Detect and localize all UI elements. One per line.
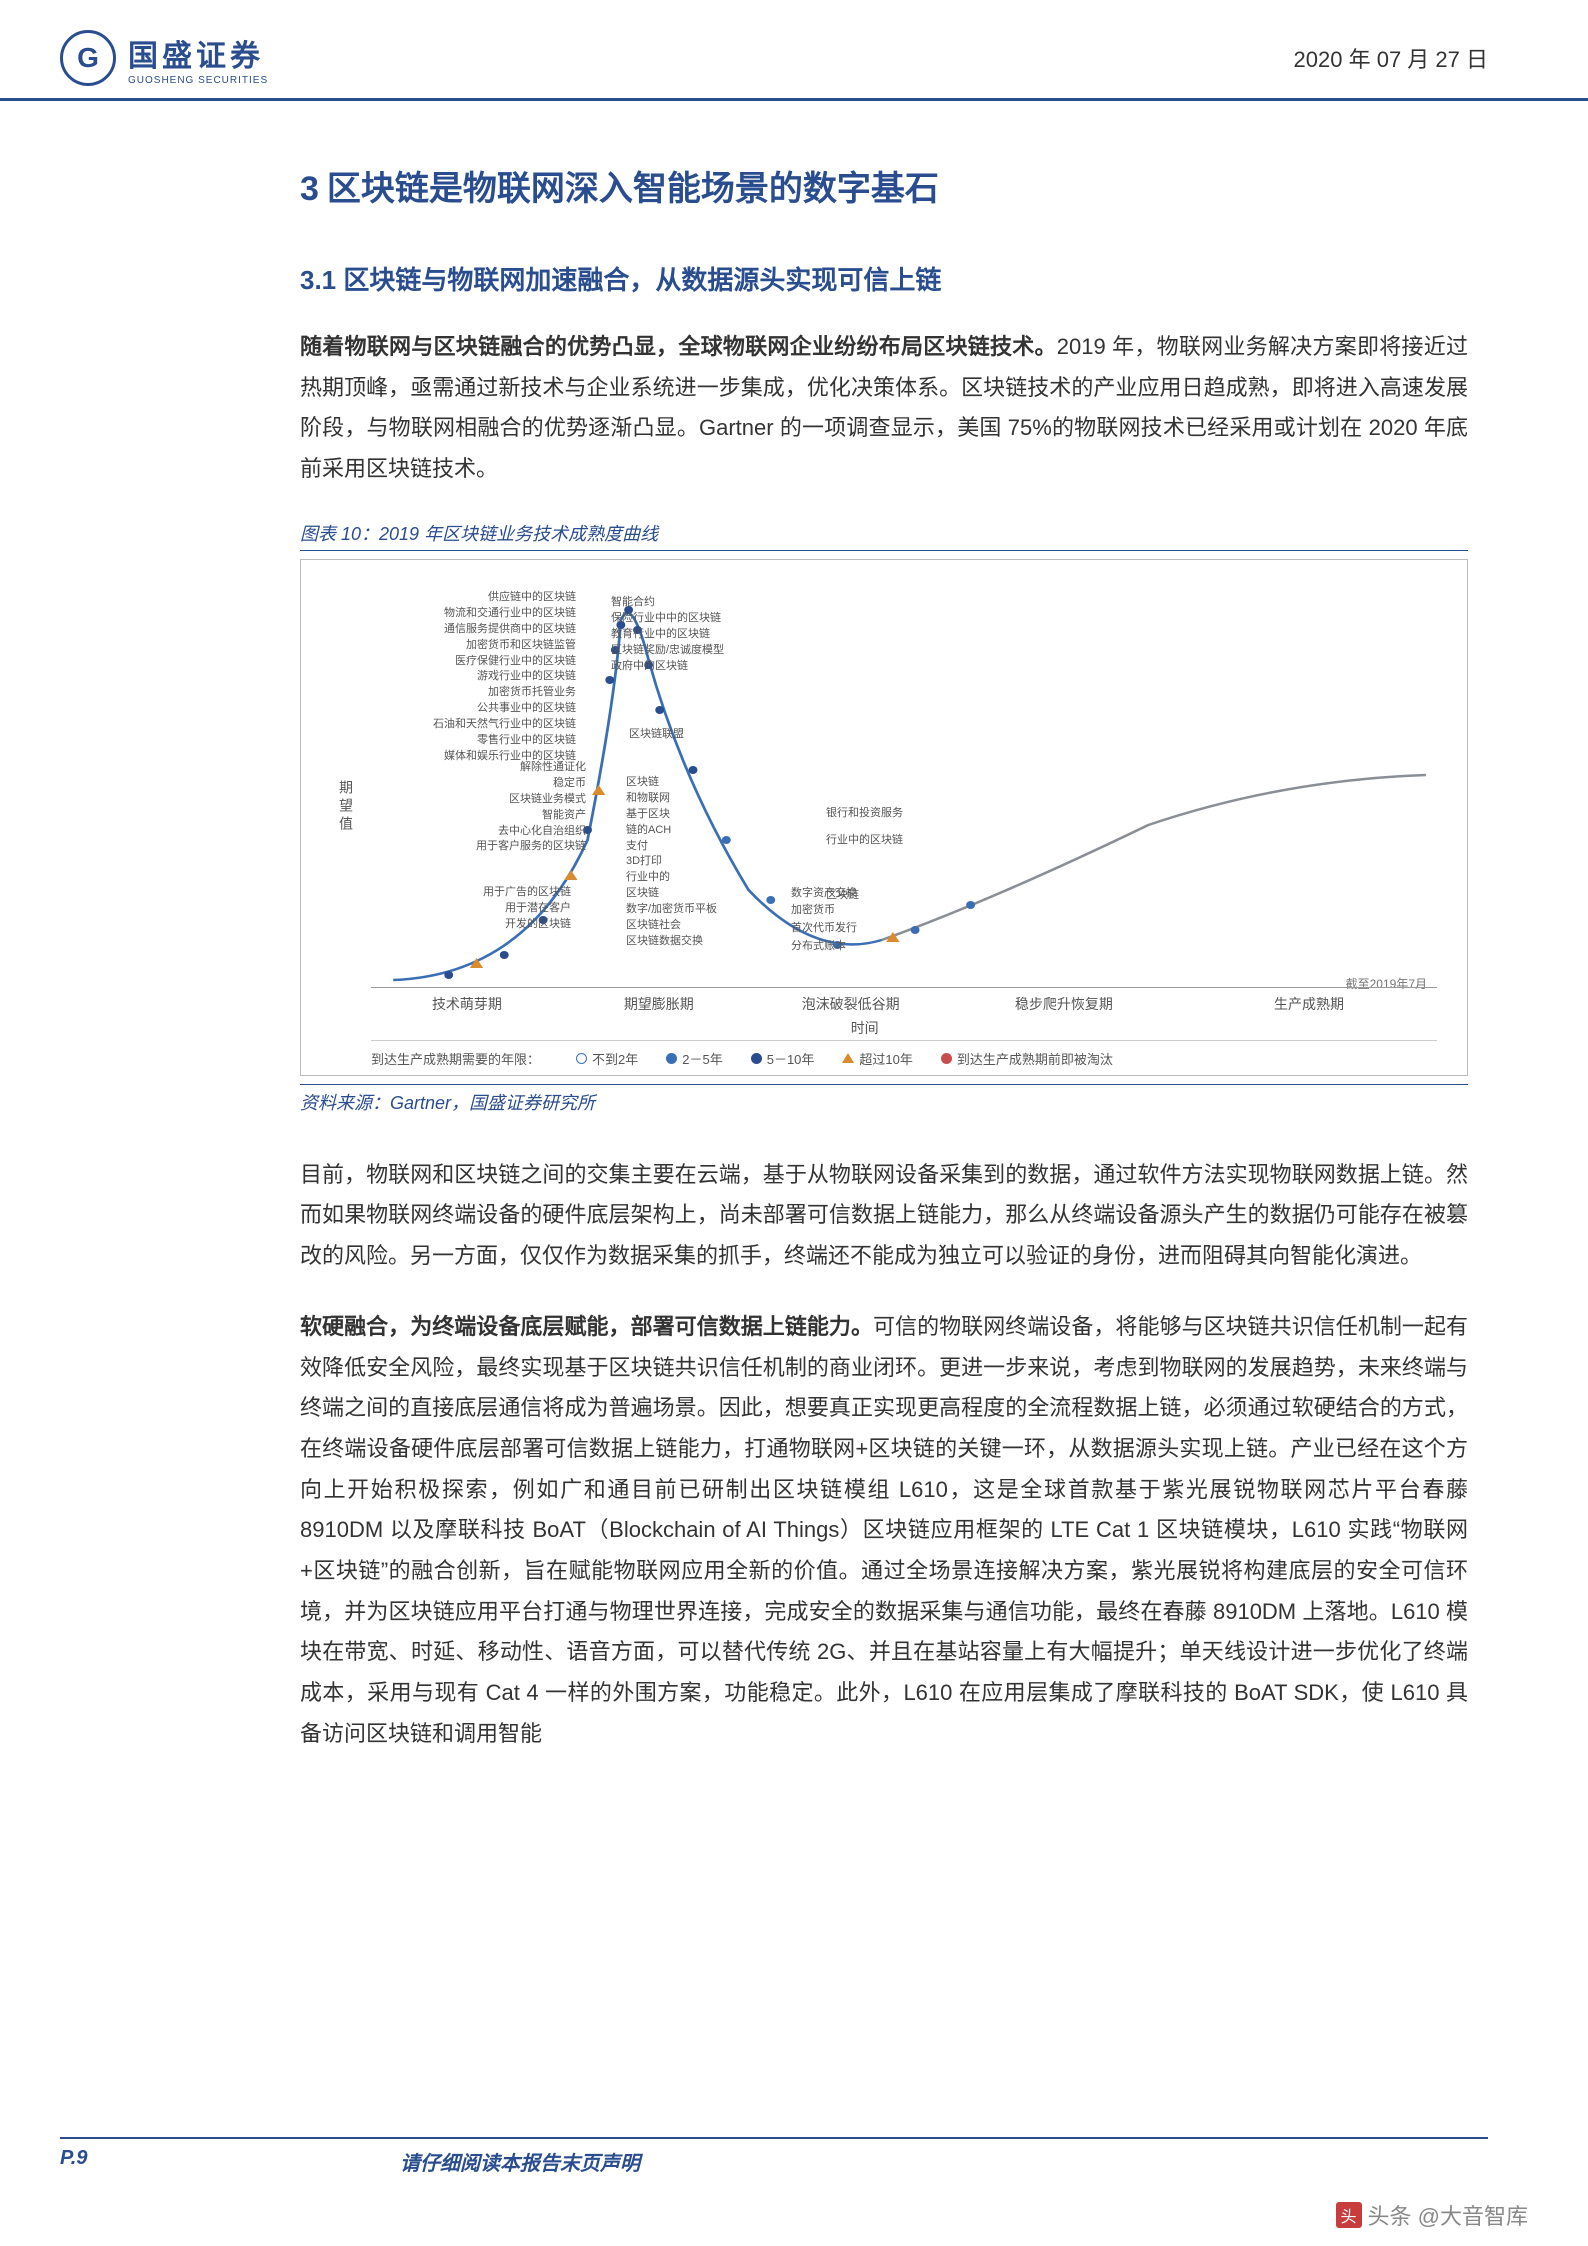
marker-red-circle-icon — [941, 1053, 952, 1064]
figure-source: 资料来源：Gartner，国盛证券研究所 — [300, 1084, 1468, 1115]
section-title-text: 区块链是物联网深入智能场景的数字基石 — [327, 170, 939, 208]
marker-triangle-icon — [842, 1053, 854, 1063]
company-name-cn: 国盛证券 — [128, 31, 268, 75]
watermark-text: 头条 @大音智库 — [1368, 2199, 1528, 2231]
report-date: 2020 年 07 月 27 日 — [1294, 42, 1488, 74]
watermark: 头 头条 @大音智库 — [1336, 2199, 1528, 2231]
company-name-en: GUOSHENG SECURITIES — [128, 75, 268, 86]
chart-labels-right-top: 智能合约 保险行业中中的区块链 教育行业中的区块链 区块链奖励/忠诚度模型 政府… — [611, 595, 724, 675]
chart-labels-right-mid: 区块链联盟 — [629, 727, 684, 743]
legend-item-4: 超过10年 — [842, 1049, 912, 1068]
subsection-title: 3.1 区块链与物联网加速融合，从数据源头实现可信上链 — [300, 260, 1468, 297]
content-area: 3区块链是物联网深入智能场景的数字基石 3.1 区块链与物联网加速融合，从数据源… — [0, 101, 1588, 1824]
page-header: G 国盛证券 GUOSHENG SECURITIES 2020 年 07 月 2… — [0, 0, 1588, 101]
legend-item-2: 2－5年 — [666, 1049, 722, 1068]
phase-5: 生产成熟期 — [1181, 994, 1437, 1014]
legend-item-5: 到达生产成熟期前即被淘汰 — [941, 1049, 1113, 1068]
subsection-title-text: 区块链与物联网加速融合，从数据源头实现可信上链 — [343, 265, 941, 295]
para3-bold: 软硬融合，为终端设备底层赋能，部署可信数据上链能力。 — [300, 1314, 873, 1339]
phase-3: 泡沫破裂低谷期 — [755, 994, 947, 1014]
phase-1: 技术萌芽期 — [371, 994, 563, 1014]
legend-item-1: 不到2年 — [576, 1049, 638, 1068]
chart-legend: 到达生产成熟期需要的年限： 不到2年 2－5年 5－10年 超过10年 到达生产… — [371, 1040, 1437, 1068]
logo: G 国盛证券 GUOSHENG SECURITIES — [60, 30, 268, 86]
section-title: 3区块链是物联网深入智能场景的数字基石 — [300, 161, 1468, 210]
paragraph-1: 随着物联网与区块链融合的优势凸显，全球物联网企业纷纷布局区块链技术。2019 年… — [300, 327, 1468, 490]
x-axis-label: 时间 — [851, 1018, 879, 1038]
phase-4: 稳步爬升恢复期 — [947, 994, 1182, 1014]
para3-rest: 可信的物联网终端设备，将能够与区块链共识信任机制一起有效降低安全风险，最终实现基… — [300, 1314, 1468, 1746]
company-logo-icon: G — [60, 30, 116, 86]
page-footer: P.9 请仔细阅读本报告末页声明 — [0, 2137, 1588, 2176]
y-axis-label: 期望值 — [336, 780, 356, 834]
subsection-number: 3.1 — [300, 265, 336, 295]
hype-cycle-chart: 期望值 — [371, 580, 1437, 1060]
legend-item-3: 5－10年 — [751, 1049, 815, 1068]
marker-open-circle-icon — [576, 1053, 587, 1064]
page-number: P.9 — [60, 2147, 400, 2176]
para1-bold: 随着物联网与区块链融合的优势凸显，全球物联网企业纷纷布局区块链技术。 — [300, 334, 1057, 359]
paragraph-3: 软硬融合，为终端设备底层赋能，部署可信数据上链能力。可信的物联网终端设备，将能够… — [300, 1307, 1468, 1755]
figure-title: 图表 10：2019 年区块链业务技术成熟度曲线 — [300, 520, 1468, 551]
chart-labels-far-2: 数字资产交换 加密货币 首次代币发行 分布式账本 — [791, 885, 857, 955]
x-axis-phases: 技术萌芽期 期望膨胀期 泡沫破裂低谷期 稳步爬升恢复期 生产成熟期 — [371, 987, 1437, 1020]
chart-labels-mid: 解除性通证化 稳定币 区块链业务模式 智能资产 去中心化自治组织 用于客户服务的… — [476, 760, 586, 856]
marker-circle-icon — [666, 1053, 677, 1064]
chart-labels-low-left: 用于广告的区块链 用于潜在客户 开发的区块链 — [483, 885, 571, 933]
footer-disclaimer: 请仔细阅读本报告末页声明 — [400, 2147, 640, 2176]
legend-title: 到达生产成熟期需要的年限： — [371, 1049, 540, 1068]
phase-2: 期望膨胀期 — [563, 994, 755, 1014]
section-number: 3 — [300, 170, 319, 208]
marker-dark-circle-icon — [751, 1053, 762, 1064]
chart-labels-mid-right: 区块链 和物联网 基于区块 链的ACH 支付 3D打印 行业中的 区块链 数字/… — [626, 775, 717, 950]
paragraph-2: 目前，物联网和区块链之间的交集主要在云端，基于从物联网设备采集到的数据，通过软件… — [300, 1155, 1468, 1277]
chart-labels-left: 供应链中的区块链 物流和交通行业中的区块链 通信服务提供商中的区块链 加密货币和… — [433, 590, 576, 765]
watermark-icon: 头 — [1336, 2202, 1362, 2228]
figure-container: 期望值 — [300, 559, 1468, 1076]
